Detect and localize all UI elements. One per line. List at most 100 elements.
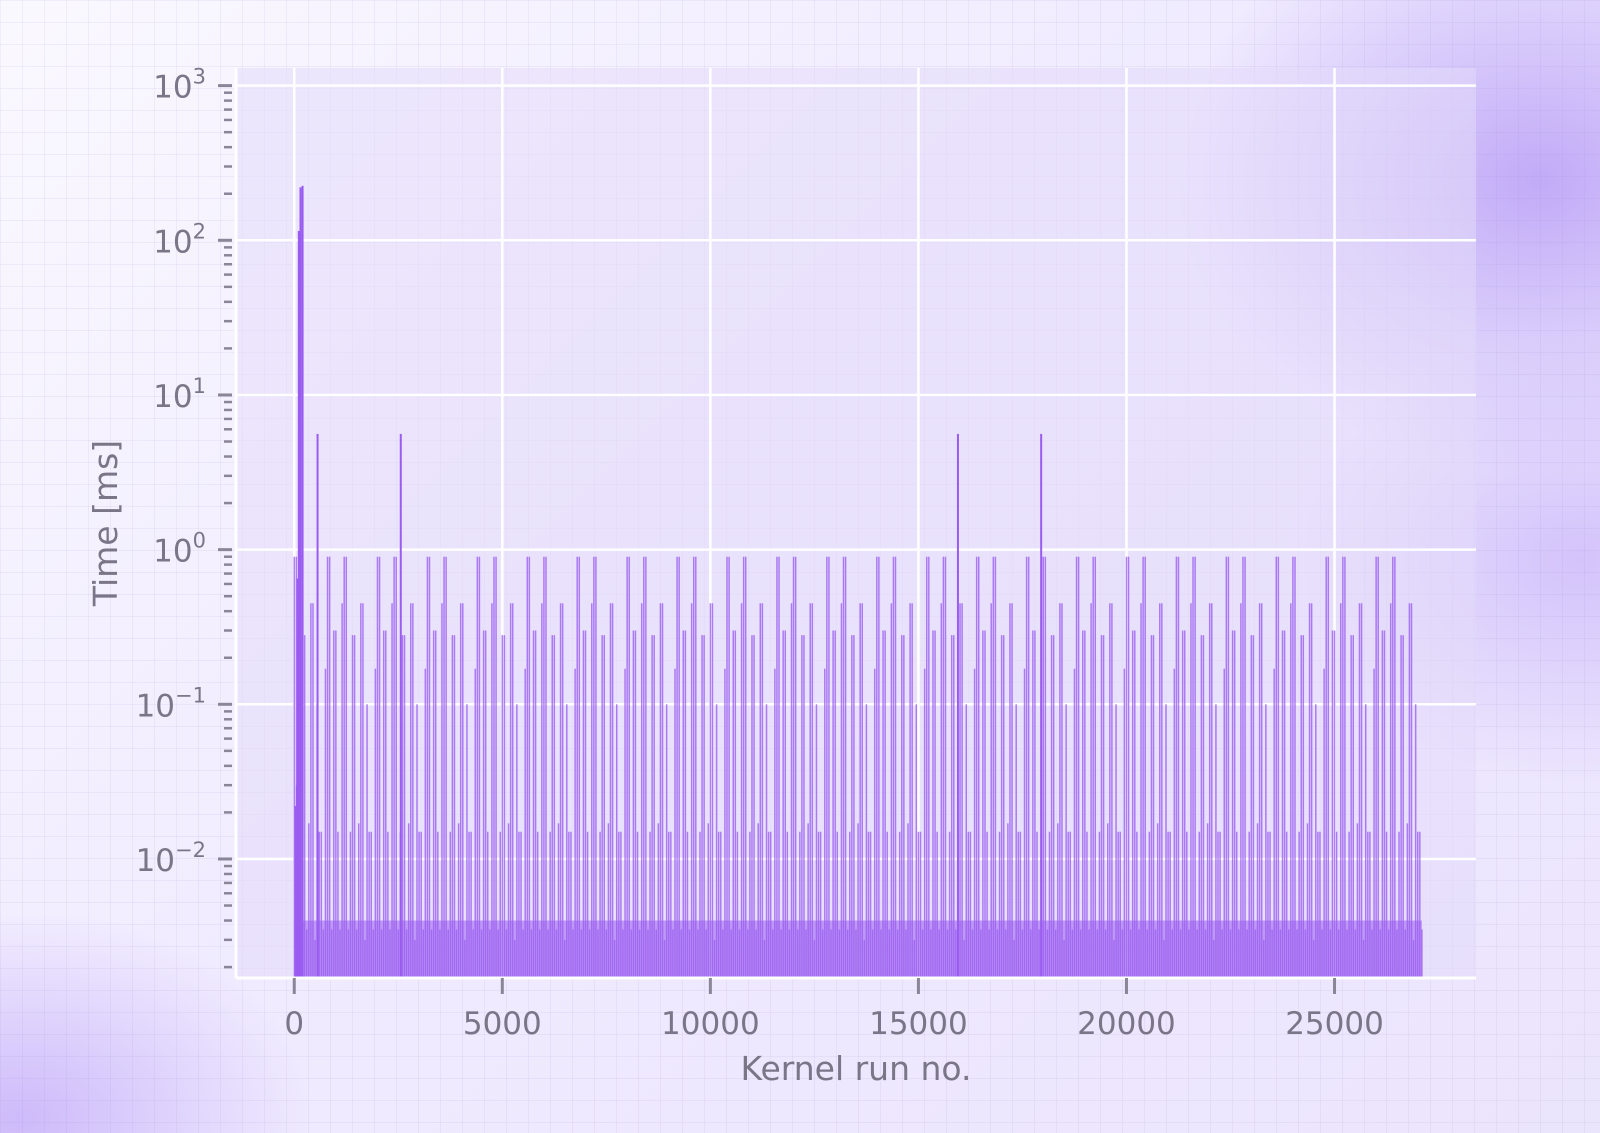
- bar: [570, 831, 572, 978]
- bar: [1177, 556, 1180, 978]
- bar: [318, 831, 320, 978]
- bar: [732, 630, 734, 978]
- bar: [1042, 556, 1044, 978]
- bar: [742, 556, 745, 978]
- y-tick-label: 100: [153, 529, 206, 570]
- bar: [649, 831, 651, 978]
- bar: [303, 635, 306, 978]
- bar: [495, 556, 497, 978]
- bar: [410, 603, 412, 978]
- bar: [709, 603, 712, 978]
- bar: [428, 556, 431, 978]
- bar: [819, 831, 822, 978]
- bar: [794, 556, 797, 978]
- bar: [778, 556, 780, 978]
- bar: [395, 556, 397, 978]
- bar: [784, 630, 787, 978]
- bar-spike: [399, 433, 402, 978]
- bar: [624, 668, 626, 978]
- bar: [1331, 630, 1334, 978]
- bar: [736, 831, 739, 978]
- bar: [615, 704, 618, 978]
- bar: [1082, 630, 1084, 978]
- bar: [1148, 831, 1151, 978]
- bar: [412, 603, 414, 978]
- bar: [923, 668, 926, 978]
- bar: [990, 603, 992, 978]
- bar: [903, 635, 905, 978]
- bar: [1190, 603, 1192, 978]
- bar: [1202, 635, 1205, 978]
- bar: [726, 556, 728, 978]
- bar: [1369, 831, 1371, 978]
- bar: [1277, 556, 1280, 978]
- bar: [1389, 603, 1392, 978]
- bar: [445, 556, 447, 978]
- bar: [978, 556, 980, 978]
- bar: [682, 630, 685, 978]
- bar: [1059, 603, 1061, 978]
- bar: [1200, 635, 1203, 978]
- bar: [1377, 556, 1379, 978]
- bar: [1140, 603, 1142, 978]
- bar: [470, 831, 472, 978]
- bar: [601, 635, 603, 978]
- bar: [1025, 556, 1028, 978]
- bar: [1283, 630, 1286, 978]
- bar: [844, 556, 847, 978]
- bar: [474, 668, 477, 978]
- bar: [1414, 704, 1417, 978]
- bar: [882, 630, 884, 978]
- bar: [1115, 704, 1117, 978]
- bar: [1048, 831, 1051, 978]
- bar: [711, 603, 714, 978]
- bar: [992, 556, 995, 978]
- bar: [994, 556, 997, 978]
- bar: [551, 635, 553, 978]
- bar: [936, 831, 938, 978]
- bar: [1292, 556, 1294, 978]
- bar-spike: [956, 433, 959, 978]
- bar: [834, 630, 836, 978]
- bar: [982, 630, 984, 978]
- bar: [1300, 635, 1302, 978]
- bar: [1211, 603, 1213, 978]
- bar: [678, 556, 680, 978]
- bar: [476, 556, 479, 978]
- bar: [986, 831, 988, 978]
- bar: [1011, 603, 1013, 978]
- bar: [1186, 831, 1188, 978]
- bar: [1327, 556, 1330, 978]
- bar: [684, 630, 687, 978]
- bar: [1398, 831, 1400, 978]
- bar: [511, 603, 514, 978]
- bar: [1161, 603, 1163, 978]
- bar: [559, 603, 562, 978]
- bar: [948, 831, 951, 978]
- bar: [1400, 635, 1402, 978]
- bar: [817, 831, 820, 978]
- y-axis-label: Time [ms]: [86, 440, 125, 607]
- bar: [728, 556, 730, 978]
- bar: [295, 556, 298, 978]
- bar-spike: [1040, 433, 1043, 978]
- bar: [432, 630, 435, 978]
- bar: [1342, 556, 1344, 978]
- bar: [867, 831, 870, 978]
- bar: [362, 603, 364, 978]
- bar: [657, 823, 660, 978]
- y-tick-label: 10−2: [136, 838, 206, 879]
- bar: [1323, 668, 1325, 978]
- bar: [828, 556, 830, 978]
- bar: [407, 823, 410, 978]
- bar: [1084, 630, 1086, 978]
- bar: [950, 635, 953, 978]
- bar: [370, 831, 372, 978]
- bar: [541, 603, 543, 978]
- bar: [1285, 831, 1288, 978]
- bar: [967, 831, 970, 978]
- bar: [701, 635, 703, 978]
- bar: [803, 635, 805, 978]
- bar: [1165, 704, 1167, 978]
- bar: [503, 635, 506, 978]
